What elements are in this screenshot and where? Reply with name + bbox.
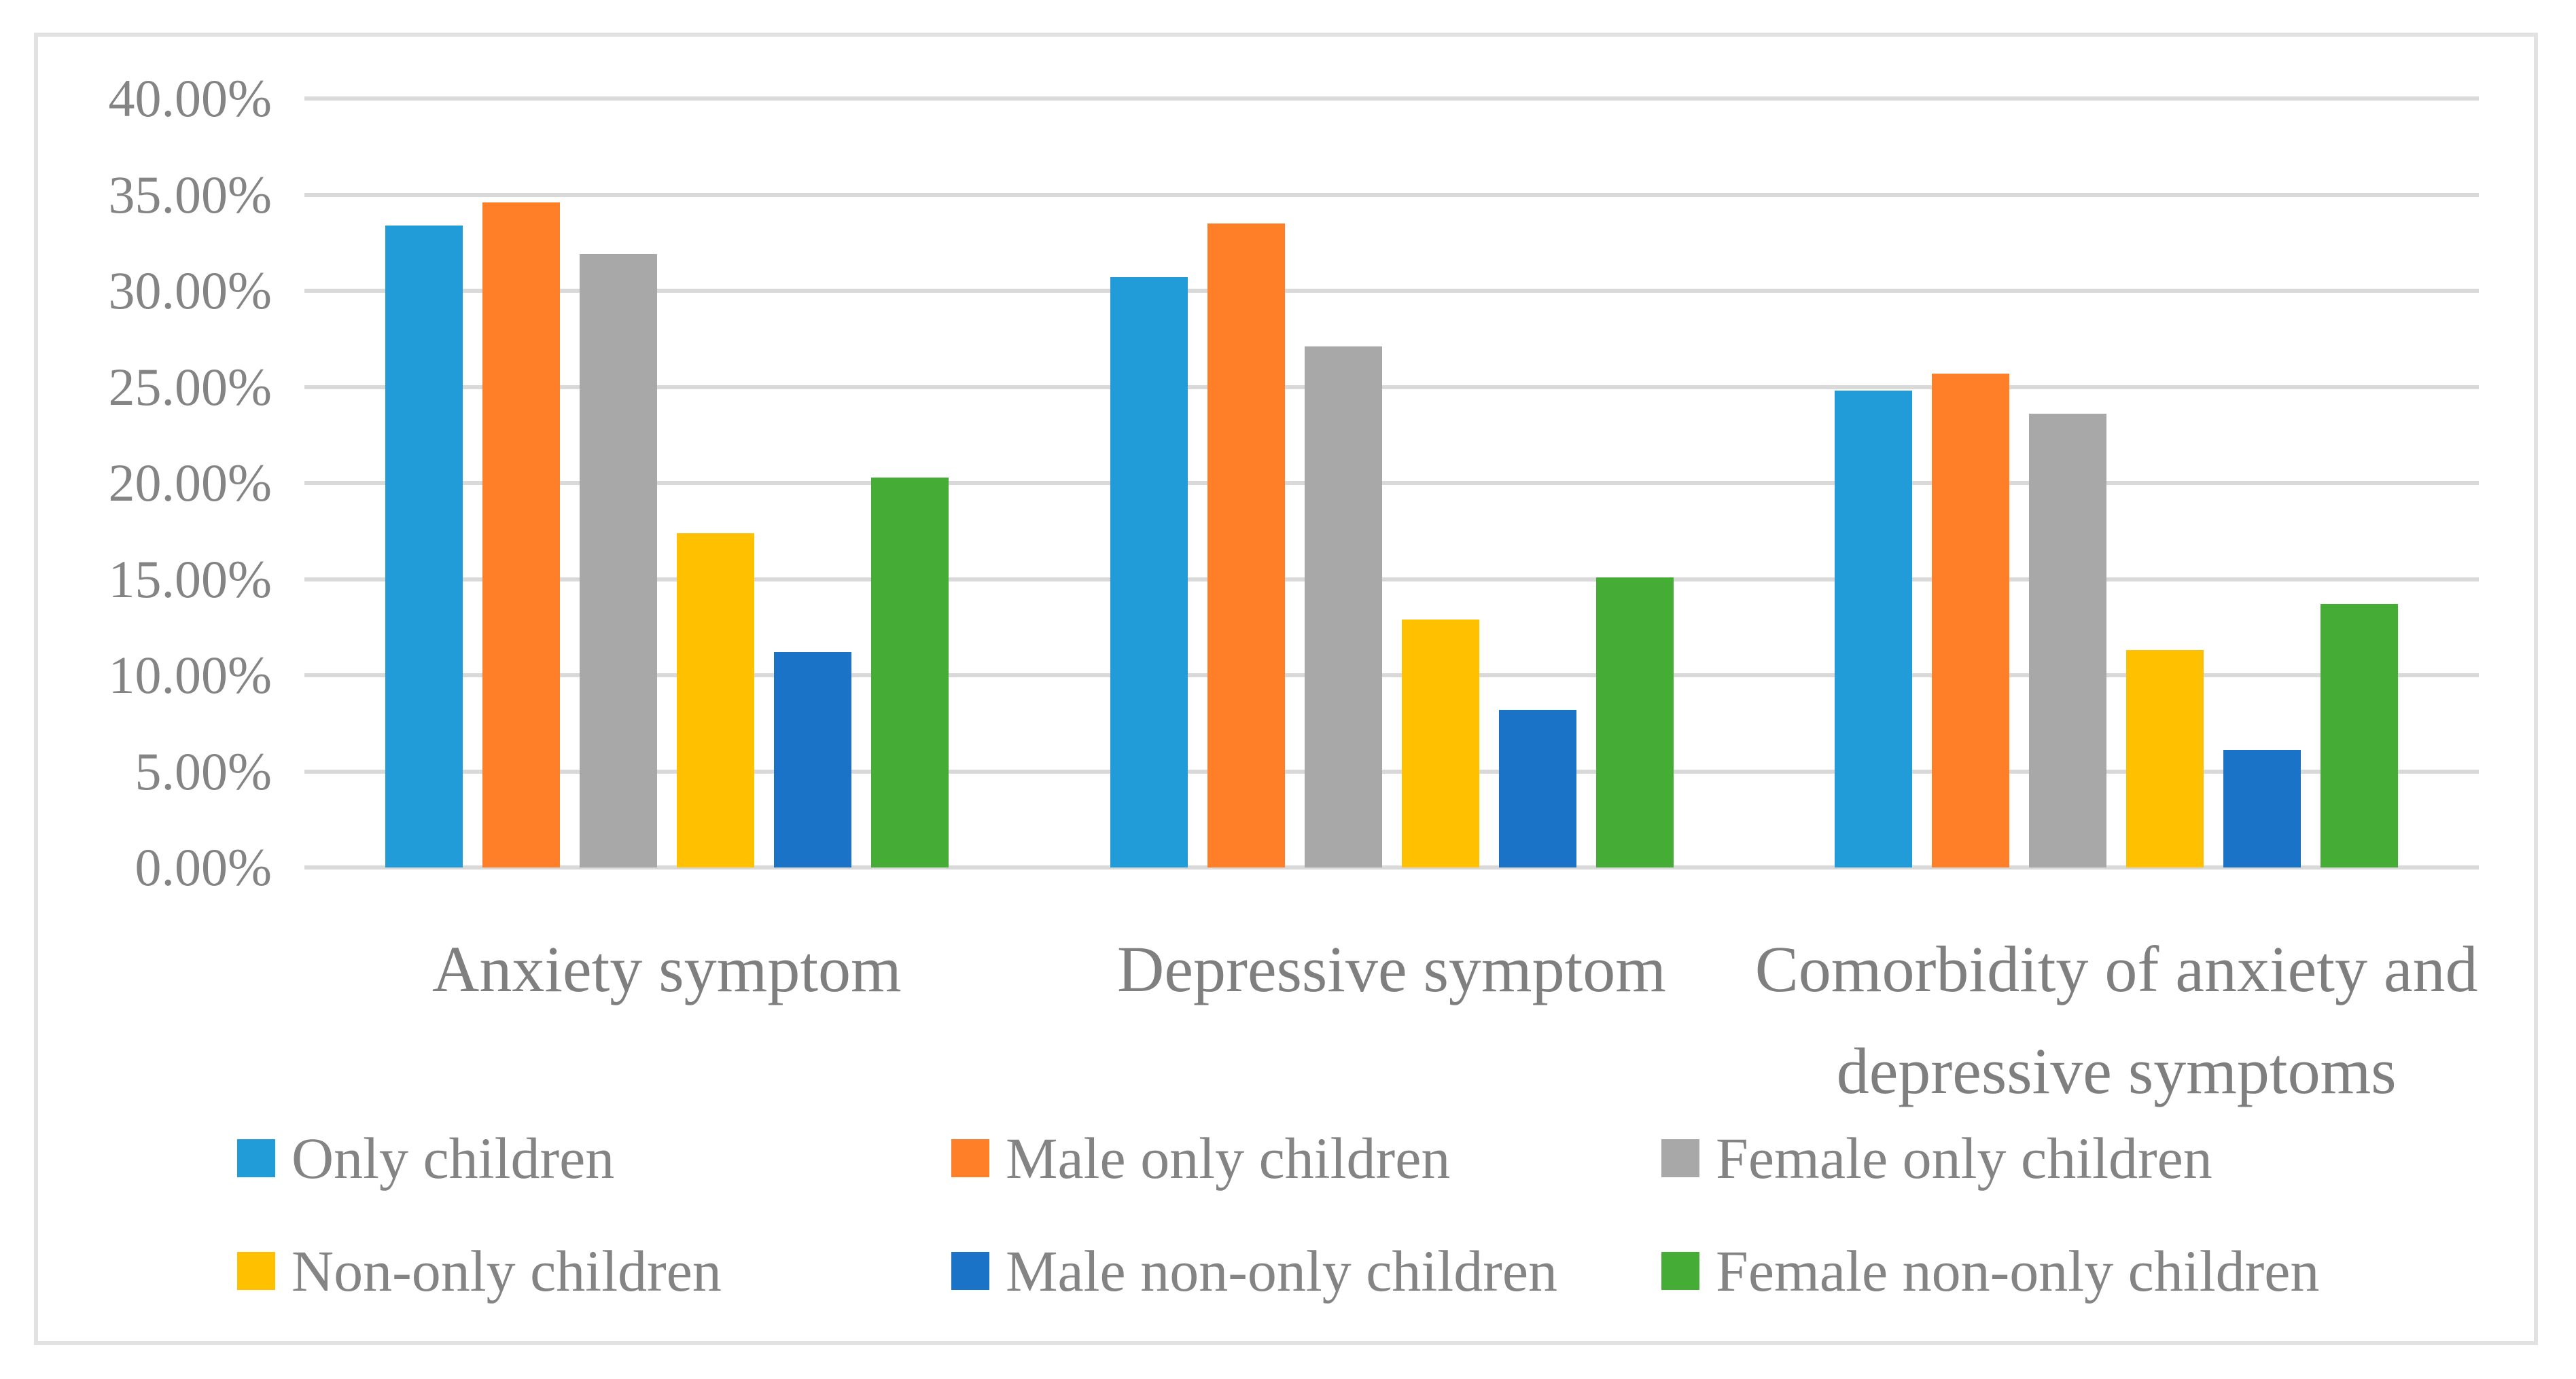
bar-group-depressive-symptom bbox=[1110, 98, 1674, 867]
bar-male-non-only-children-depressive-symptom bbox=[1498, 709, 1576, 867]
legend-item-male-non-only-children: Male non-only children bbox=[951, 1242, 1557, 1300]
bar-group-comorbidity-of-anxiety-and-depressive-symptoms bbox=[1835, 98, 2399, 867]
gridline-35 bbox=[304, 192, 2479, 197]
bar-female-non-only-children-comorbidity-of-anxiety-and-depressive-symptoms bbox=[2321, 604, 2399, 867]
y-tick-label-30: 30.00% bbox=[108, 261, 272, 320]
y-tick-label-25: 25.00% bbox=[108, 357, 272, 416]
y-tick-label-20: 20.00% bbox=[108, 453, 272, 512]
bar-only-children-comorbidity-of-anxiety-and-depressive-symptoms bbox=[1835, 391, 1913, 867]
gridline-0 bbox=[304, 865, 2479, 870]
bar-non-only-children-depressive-symptom bbox=[1401, 619, 1479, 867]
legend-label-only-children: Only children bbox=[292, 1126, 615, 1191]
category-label-anxiety-symptom: Anxiety symptom bbox=[432, 933, 902, 1005]
legend-label-male-only-children: Male only children bbox=[1006, 1126, 1451, 1191]
y-tick-label-15: 15.00% bbox=[108, 549, 272, 609]
legend-swatch-male-non-only-children bbox=[951, 1252, 989, 1290]
bar-female-only-children-depressive-symptom bbox=[1304, 346, 1382, 867]
bar-female-only-children-comorbidity-of-anxiety-and-depressive-symptoms bbox=[2029, 414, 2107, 867]
bar-only-children-depressive-symptom bbox=[1110, 277, 1188, 867]
legend-swatch-non-only-children bbox=[237, 1252, 275, 1290]
gridline-15 bbox=[304, 577, 2479, 581]
bar-male-only-children-depressive-symptom bbox=[1207, 223, 1285, 867]
legend-item-non-only-children: Non-only children bbox=[237, 1242, 722, 1300]
legend-item-male-only-children: Male only children bbox=[951, 1129, 1450, 1187]
bar-male-non-only-children-comorbidity-of-anxiety-and-depressive-symptoms bbox=[2223, 750, 2301, 867]
legend-swatch-only-children bbox=[237, 1139, 275, 1177]
gridline-25 bbox=[304, 384, 2479, 389]
category-label-comorbidity-of-anxiety-and-depressive-symptoms: Comorbidity of anxiety and depressive sy… bbox=[1754, 933, 2478, 1107]
figure-border bbox=[34, 33, 2538, 1345]
bar-female-only-children-anxiety-symptom bbox=[579, 254, 657, 867]
bar-male-only-children-comorbidity-of-anxiety-and-depressive-symptoms bbox=[1932, 373, 2010, 867]
legend-swatch-female-only-children bbox=[1661, 1139, 1699, 1177]
gridline-10 bbox=[304, 673, 2479, 677]
legend-label-female-only-children: Female only children bbox=[1716, 1126, 2212, 1191]
y-tick-label-5: 5.00% bbox=[135, 741, 272, 801]
legend-item-female-non-only-children: Female non-only children bbox=[1661, 1242, 2319, 1300]
gridline-40 bbox=[304, 96, 2479, 101]
bar-male-only-children-anxiety-symptom bbox=[482, 202, 560, 867]
y-tick-label-35: 35.00% bbox=[108, 164, 272, 224]
gridline-30 bbox=[304, 289, 2479, 293]
y-tick-label-10: 10.00% bbox=[108, 645, 272, 704]
y-tick-label-0: 0.00% bbox=[135, 838, 272, 897]
bar-female-non-only-children-anxiety-symptom bbox=[870, 477, 949, 867]
category-label-depressive-symptom: Depressive symptom bbox=[1117, 933, 1666, 1005]
bar-female-non-only-children-depressive-symptom bbox=[1595, 577, 1674, 867]
legend-label-male-non-only-children: Male non-only children bbox=[1006, 1238, 1558, 1304]
legend-label-female-non-only-children: Female non-only children bbox=[1716, 1238, 2320, 1304]
bar-male-non-only-children-anxiety-symptom bbox=[773, 652, 851, 867]
legend-swatch-male-only-children bbox=[951, 1139, 989, 1177]
legend-item-female-only-children: Female only children bbox=[1661, 1129, 2212, 1187]
legend-item-only-children: Only children bbox=[237, 1129, 614, 1187]
bar-group-anxiety-symptom bbox=[385, 98, 949, 867]
legend-label-non-only-children: Non-only children bbox=[292, 1238, 722, 1304]
y-tick-label-40: 40.00% bbox=[108, 69, 272, 128]
bar-non-only-children-anxiety-symptom bbox=[676, 533, 754, 867]
bar-non-only-children-comorbidity-of-anxiety-and-depressive-symptoms bbox=[2126, 650, 2204, 867]
gridline-5 bbox=[304, 769, 2479, 774]
gridline-20 bbox=[304, 481, 2479, 485]
bar-only-children-anxiety-symptom bbox=[385, 225, 463, 867]
legend-swatch-female-non-only-children bbox=[1661, 1252, 1699, 1290]
